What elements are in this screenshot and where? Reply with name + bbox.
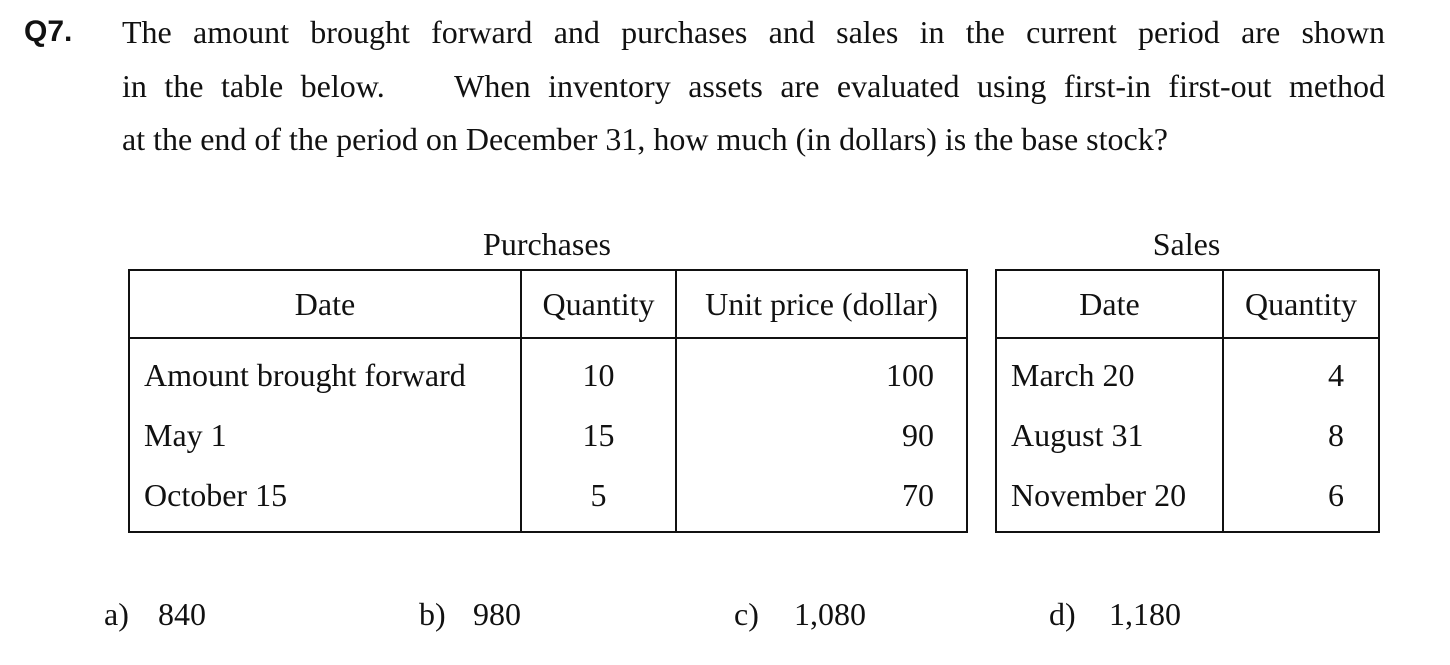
question-text-line-3: at the end of the period on December 31,… (122, 121, 1168, 157)
answer-value: 1,080 (794, 596, 866, 632)
table-row: August 31 8 (996, 405, 1379, 465)
sale-date: November 20 (1011, 476, 1187, 513)
answer-letter: d) (1049, 596, 1076, 632)
answer-option-d: d) 1,180 (1049, 594, 1181, 634)
sale-date: March 20 (1011, 356, 1135, 393)
sales-table: Date Quantity March 20 4 August 31 8 Nov… (995, 269, 1380, 533)
purchase-date: October 15 (144, 476, 288, 513)
answer-option-c: c) 1,080 (734, 594, 866, 634)
sales-header-row: Date Quantity (996, 270, 1379, 339)
purchase-quantity: 15 (520, 405, 676, 465)
purchase-quantity: 10 (520, 338, 676, 405)
sales-header-quantity: Quantity (1222, 270, 1379, 339)
sale-date: August 31 (1011, 416, 1144, 453)
purchases-header-row: Date Quantity Unit price (dollar) (129, 270, 967, 339)
table-row: October 15 5 70 (129, 465, 967, 532)
purchases-header-quantity: Quantity (520, 270, 676, 339)
purchases-table: Date Quantity Unit price (dollar) Amount… (128, 269, 968, 533)
purchases-caption: Purchases (483, 226, 611, 262)
answer-letter: a) (104, 596, 129, 632)
table-row: March 20 4 (996, 338, 1379, 405)
answer-letter: b) (419, 596, 446, 632)
sales-header-date: Date (996, 270, 1223, 339)
sale-quantity: 6 (1222, 465, 1379, 532)
sale-quantity: 4 (1222, 338, 1379, 405)
question-text-line-2: in the table below. When inventory asset… (122, 68, 1385, 104)
answer-letter: c) (734, 596, 759, 632)
purchase-date: May 1 (144, 416, 227, 453)
sale-quantity: 8 (1222, 405, 1379, 465)
table-row: May 1 15 90 (129, 405, 967, 465)
purchase-unit-price: 70 (675, 465, 967, 532)
answer-option-b: b) 980 (419, 594, 521, 634)
purchase-date: Amount brought forward (144, 356, 466, 393)
answer-value: 980 (473, 596, 521, 632)
purchase-quantity: 5 (520, 465, 676, 532)
sales-caption: Sales (1152, 226, 1221, 262)
purchase-unit-price: 100 (675, 338, 967, 405)
answer-option-a: a) 840 (104, 594, 206, 634)
question-number: Q7. (24, 15, 73, 48)
purchase-unit-price: 90 (675, 405, 967, 465)
table-row: Amount brought forward 10 100 (129, 338, 967, 405)
answer-value: 1,180 (1109, 596, 1181, 632)
purchases-header-unit-price: Unit price (dollar) (675, 270, 967, 339)
question-text-line-1: The amount brought forward and purchases… (122, 14, 1385, 50)
purchases-header-date: Date (129, 270, 521, 339)
table-row: November 20 6 (996, 465, 1379, 532)
answer-value: 840 (158, 596, 206, 632)
